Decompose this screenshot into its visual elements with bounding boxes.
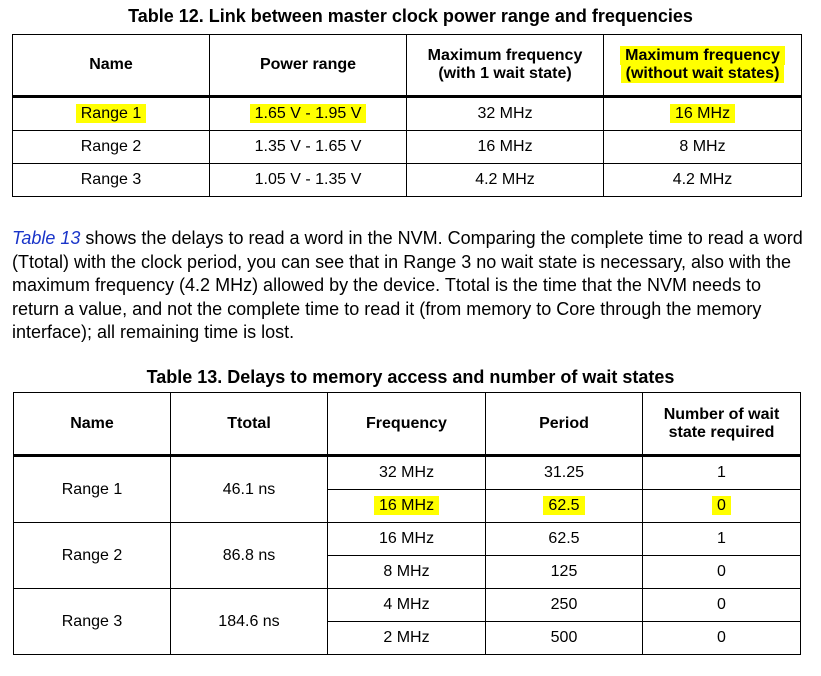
cell-frequency: 8 MHz — [327, 555, 486, 589]
header-line: state required — [668, 423, 775, 441]
table-row: Range 3 1.05 V - 1.35 V 4.2 MHz 4.2 MHz — [12, 163, 802, 197]
highlighted-text: (without wait states) — [620, 64, 785, 83]
table-row: 16 MHz 62.5 0 — [14, 489, 801, 523]
cell-frequency: 4 MHz — [327, 588, 486, 622]
highlighted-text: 0 — [712, 496, 731, 515]
table-12: Name Power range Maximum frequency (with… — [12, 34, 802, 197]
table-row: Range 2 1.35 V - 1.65 V 16 MHz 8 MHz — [12, 130, 802, 164]
cell-period: 31.25 — [485, 455, 643, 490]
table-12-caption: Table 12. Link between master clock powe… — [128, 6, 693, 26]
cell-period: 250 — [485, 588, 643, 622]
cell-power: 1.35 V - 1.65 V — [209, 130, 407, 164]
header-name: Name — [12, 34, 210, 97]
table-row: Range 1 1.65 V - 1.95 V 32 MHz 16 MHz — [12, 96, 802, 131]
cell-name: Range 3 — [12, 163, 210, 197]
table-12-header-row: Name Power range Maximum frequency (with… — [12, 34, 802, 97]
cell-period: 62.5 — [485, 522, 643, 556]
cell-name: Range 1 — [13, 455, 171, 523]
cell-power: 1.65 V - 1.95 V — [209, 96, 407, 131]
highlighted-text: Range 1 — [75, 104, 147, 123]
header-ttotal: Ttotal — [170, 392, 328, 456]
header-max-freq-no-wait: Maximum frequency (without wait states) — [603, 34, 802, 97]
cell-name: Range 2 — [12, 130, 210, 164]
cell-wait: 0 — [642, 588, 801, 622]
header-period: Period — [485, 392, 643, 456]
table-row: Range 2 86.8 ns 16 MHz 62.5 1 — [13, 522, 801, 589]
header-line: Number of wait — [663, 405, 780, 423]
cell-ttotal: 184.6 ns — [170, 588, 328, 655]
cell-wait: 0 — [642, 555, 801, 589]
header-line: (with 1 wait state) — [438, 65, 572, 82]
cell-freq-wait: 32 MHz — [406, 96, 604, 131]
cell-freq-wait: 4.2 MHz — [406, 163, 604, 197]
table-row: Range 1 46.1 ns 32 MHz 31.25 1 — [13, 455, 801, 523]
header-power-range: Power range — [209, 34, 407, 97]
cell-name: Range 1 — [12, 96, 210, 131]
cell-ttotal: 46.1 ns — [170, 455, 328, 523]
table-13-header-row: Name Ttotal Frequency Period Number of w… — [13, 392, 801, 456]
header-wait-states: Number of wait state required — [642, 392, 801, 456]
cell-frequency: 16 MHz — [327, 522, 486, 556]
highlighted-text: 16 MHz — [669, 104, 736, 123]
cell-ttotal: 86.8 ns — [170, 522, 328, 589]
cell-freq-nowait: 8 MHz — [603, 130, 802, 164]
cell-frequency: 16 MHz — [327, 489, 486, 523]
cell-wait: 1 — [642, 455, 801, 490]
table-row: Range 3 184.6 ns 4 MHz 250 0 — [13, 588, 801, 655]
header-name: Name — [13, 392, 171, 456]
highlighted-text: 1.65 V - 1.95 V — [249, 104, 367, 123]
table-13: Name Ttotal Frequency Period Number of w… — [13, 392, 801, 655]
header-line: Maximum frequency — [427, 47, 583, 64]
cell-wait: 0 — [642, 489, 801, 523]
body-paragraph: Table 13 shows the delays to read a word… — [12, 227, 812, 345]
cell-name: Range 2 — [13, 522, 171, 589]
cell-freq-nowait: 16 MHz — [603, 96, 802, 131]
cell-frequency: 32 MHz — [327, 455, 486, 490]
cell-period: 125 — [485, 555, 643, 589]
table-row: 2 MHz 500 0 — [14, 621, 801, 655]
cell-wait: 1 — [642, 522, 801, 556]
header-max-freq-wait-state: Maximum frequency (with 1 wait state) — [406, 34, 604, 97]
highlighted-text: 16 MHz — [373, 496, 440, 515]
cell-period: 62.5 — [485, 489, 643, 523]
table-13-link[interactable]: Table 13 — [12, 228, 81, 248]
highlighted-text: Maximum frequency — [620, 46, 785, 65]
highlighted-text: 62.5 — [543, 496, 585, 515]
cell-period: 500 — [485, 621, 643, 655]
cell-freq-wait: 16 MHz — [406, 130, 604, 164]
cell-wait: 0 — [642, 621, 801, 655]
cell-name: Range 3 — [13, 588, 171, 655]
cell-frequency: 2 MHz — [327, 621, 486, 655]
table-row: 8 MHz 125 0 — [14, 555, 801, 589]
cell-power: 1.05 V - 1.35 V — [209, 163, 407, 197]
table-13-caption: Table 13. Delays to memory access and nu… — [146, 367, 675, 387]
paragraph-text: shows the delays to read a word in the N… — [12, 228, 803, 342]
header-frequency: Frequency — [327, 392, 486, 456]
cell-freq-nowait: 4.2 MHz — [603, 163, 802, 197]
